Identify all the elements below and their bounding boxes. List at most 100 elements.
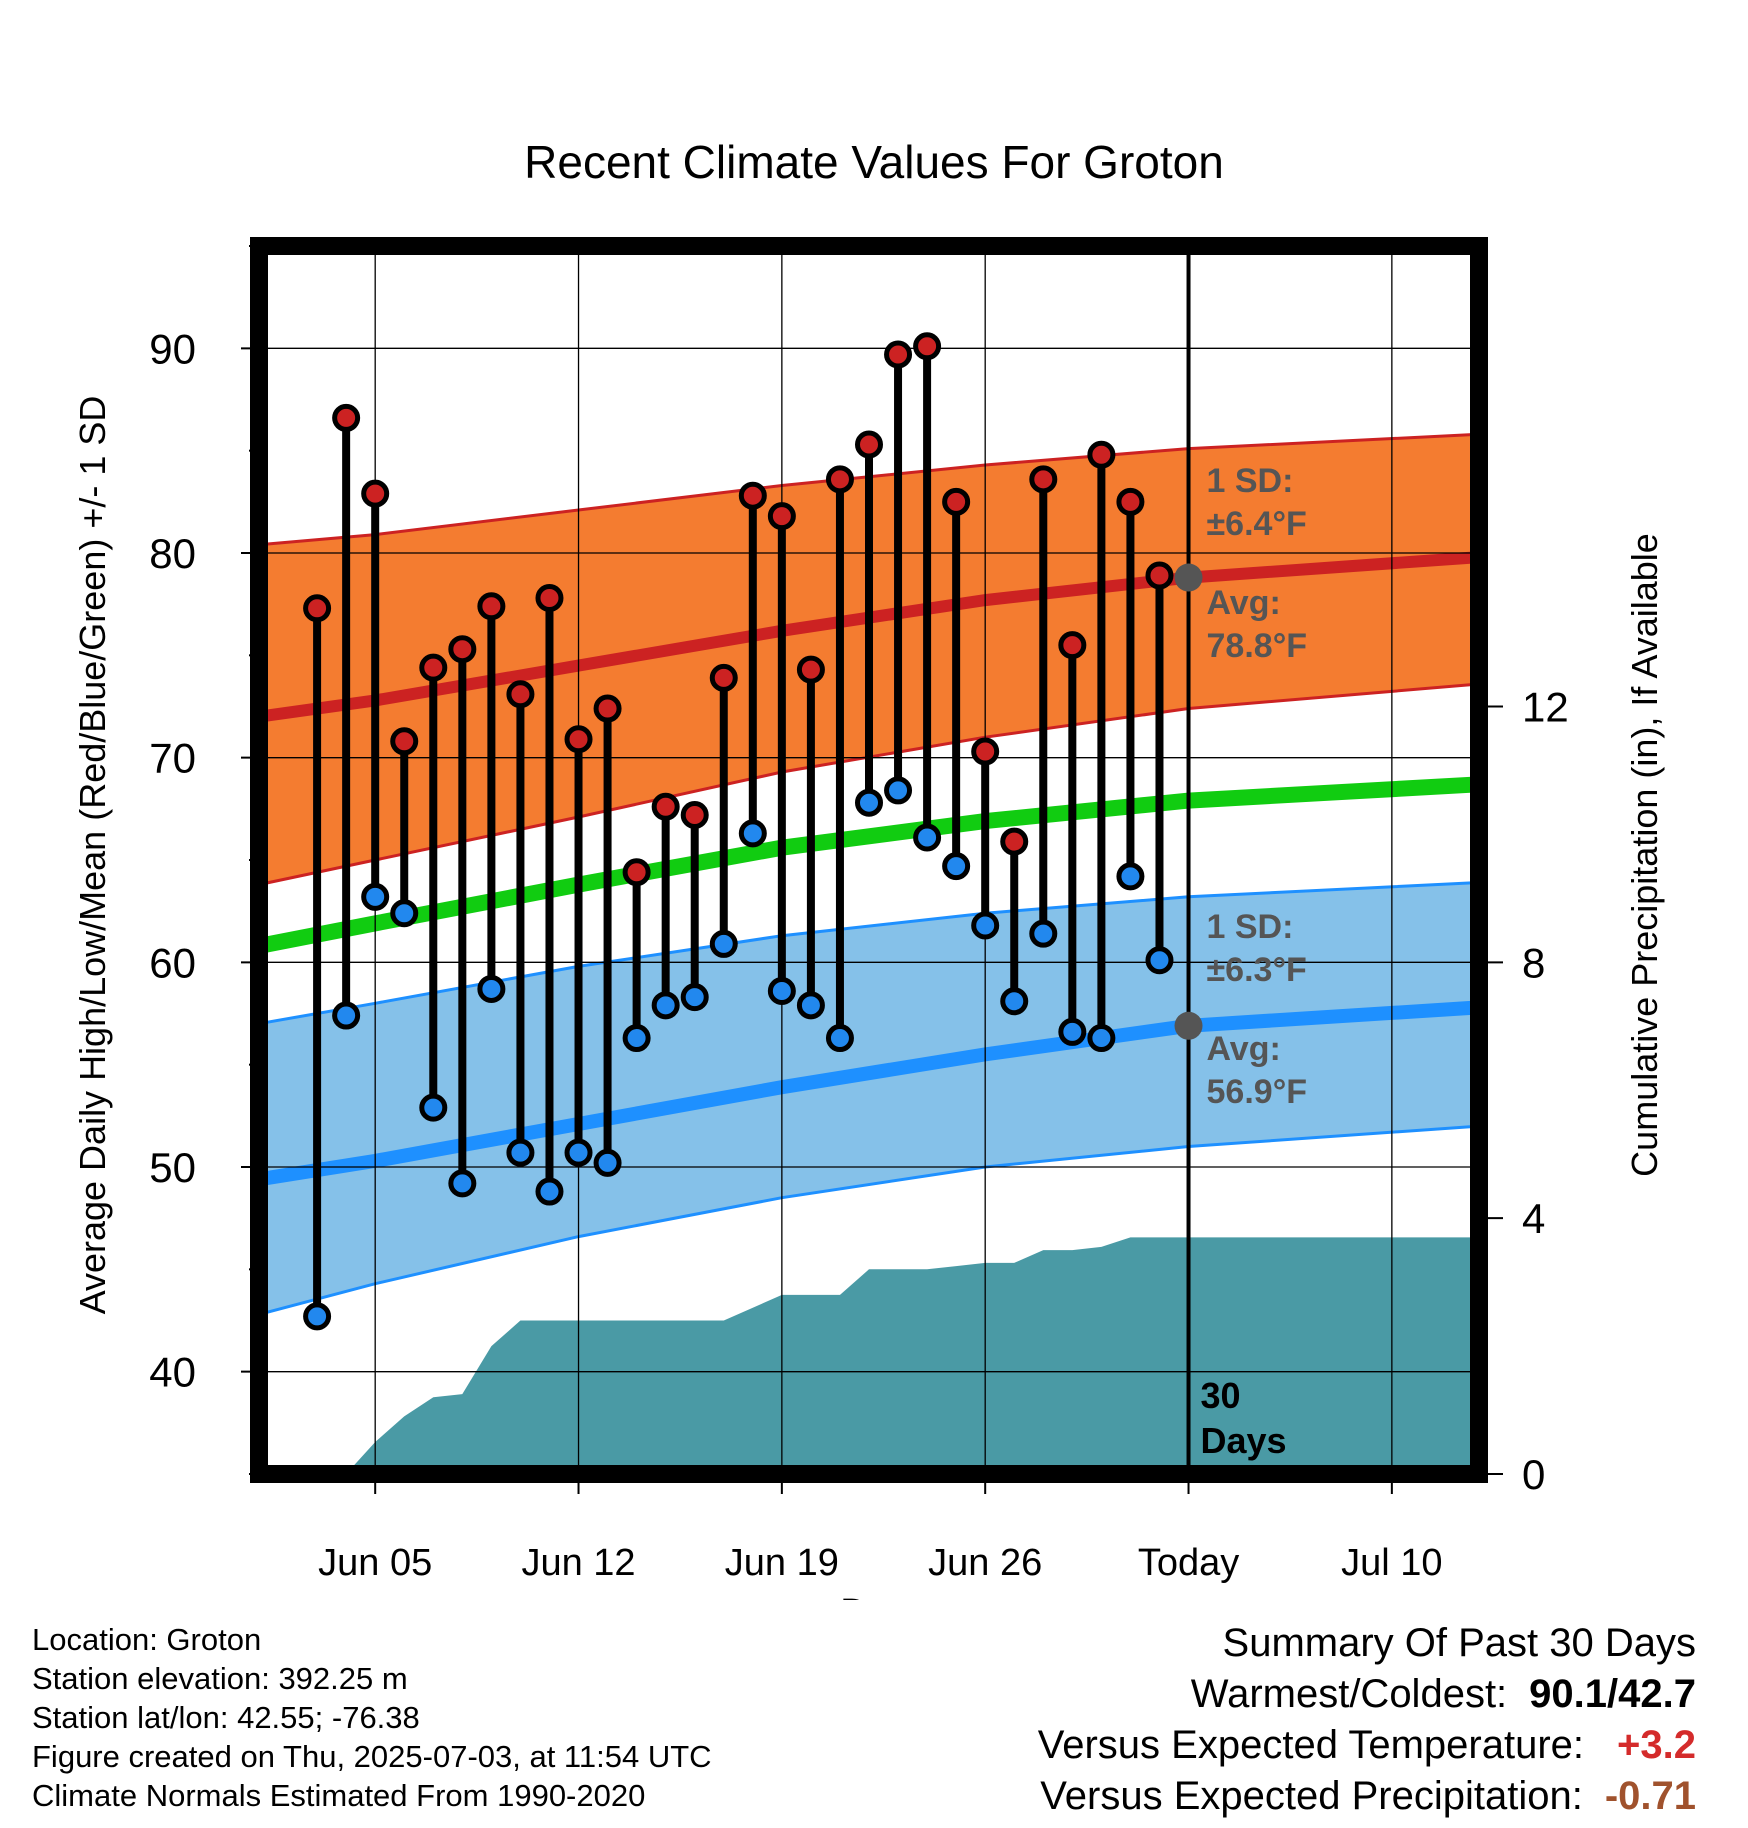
y-tick-label: 90	[149, 325, 196, 372]
high-point	[680, 800, 709, 829]
high-sd-label: 1 SD:	[1207, 462, 1294, 500]
low-point	[622, 1024, 651, 1053]
high-point	[1087, 440, 1116, 469]
low-point	[709, 929, 738, 958]
low-point	[855, 788, 883, 817]
plot-area: 30 Days 1 SD: ±6.4°F Avg: 78.8°F 1 SD: ±6.3°F Av…	[149, 237, 1569, 1584]
high-avg-marker	[1174, 563, 1203, 592]
high-point	[1058, 631, 1087, 660]
y2-axis-label: Cumulative Precipitation (in), If Availa…	[1624, 533, 1665, 1177]
low-point	[942, 852, 971, 881]
x-tick-label: Jun 12	[521, 1542, 635, 1584]
high-avg-label: Avg:	[1207, 584, 1281, 622]
y-axis-label: Average Daily High/Low/Mean (Red/Blue/Gr…	[72, 396, 113, 1315]
high-point	[535, 584, 564, 613]
low-point	[361, 882, 390, 911]
high-point	[506, 680, 535, 709]
low-avg-marker	[1174, 1011, 1203, 1040]
low-point	[1029, 919, 1058, 948]
low-point	[1000, 987, 1029, 1016]
low-point	[796, 991, 825, 1020]
low-point	[767, 976, 796, 1005]
summary-panel: Summary Of Past 30 Days Warmest/Coldest:…	[1038, 1618, 1696, 1822]
precip-vs-expected-value: -0.71	[1604, 1774, 1696, 1818]
y-tick-label: 70	[149, 735, 196, 782]
high-point	[884, 340, 913, 369]
low-point	[477, 974, 506, 1003]
high-point	[971, 737, 1000, 766]
low-point	[535, 1177, 564, 1206]
high-point	[332, 403, 361, 432]
high-point	[477, 592, 506, 621]
low-point	[1087, 1024, 1116, 1053]
low-point	[1058, 1017, 1087, 1046]
today-label: 30 Days	[1201, 1375, 1287, 1461]
location-text: Location: Groton	[32, 1622, 262, 1657]
high-point	[1029, 465, 1058, 494]
low-sd-value: ±6.3°F	[1207, 951, 1307, 989]
high-point	[738, 481, 767, 510]
high-avg-value: 78.8°F	[1207, 627, 1308, 665]
temp-vs-expected-row: Versus Expected Temperature: +3.2	[1038, 1720, 1696, 1771]
low-sd-label: 1 SD:	[1207, 908, 1294, 946]
precip-vs-expected-label: Versus Expected Precipitation:	[1040, 1774, 1583, 1818]
precip-vs-expected-row: Versus Expected Precipitation: -0.71	[1038, 1771, 1696, 1822]
y2-tick-label: 12	[1522, 684, 1569, 731]
temp-vs-expected-label: Versus Expected Temperature:	[1037, 1723, 1584, 1767]
high-point	[825, 465, 854, 494]
low-avg-value: 56.9°F	[1207, 1073, 1308, 1111]
high-point	[767, 502, 796, 531]
low-point	[913, 823, 942, 852]
x-tick-label: Jun 05	[318, 1542, 432, 1584]
high-point	[942, 487, 971, 516]
high-point	[564, 725, 593, 754]
high-point	[855, 430, 883, 459]
high-point	[651, 792, 680, 821]
low-avg-label: Avg:	[1207, 1030, 1281, 1068]
low-point	[1145, 946, 1174, 975]
summary-title: Summary Of Past 30 Days	[1222, 1621, 1696, 1665]
x-tick-label: Jun 26	[928, 1542, 1042, 1584]
high-point	[303, 594, 332, 623]
high-point	[622, 858, 651, 887]
warmest-coldest-label: Warmest/Coldest:	[1190, 1672, 1508, 1716]
low-point	[332, 1001, 361, 1030]
low-point	[303, 1302, 332, 1331]
warmest-coldest-row: Warmest/Coldest: 90.1/42.7	[1038, 1669, 1696, 1720]
low-point	[593, 1148, 622, 1177]
y2-tick-label: 4	[1522, 1195, 1545, 1242]
low-point	[884, 776, 913, 805]
low-point	[419, 1093, 448, 1122]
low-point	[651, 991, 680, 1020]
latlon-text: Station lat/lon: 42.55; -76.38	[32, 1700, 420, 1735]
high-point	[913, 332, 942, 361]
x-tick-label: Today	[1138, 1542, 1239, 1584]
high-sd-value: ±6.4°F	[1207, 505, 1307, 543]
low-point	[448, 1169, 477, 1198]
high-point	[1000, 827, 1029, 856]
high-point	[593, 694, 622, 723]
x-tick-label: Jun 19	[725, 1542, 839, 1584]
high-point	[709, 663, 738, 692]
low-point	[506, 1138, 535, 1167]
high-point	[1145, 561, 1174, 590]
high-point	[361, 479, 390, 508]
y-tick-label: 60	[149, 939, 196, 986]
x-axis-label: Day	[840, 1592, 908, 1600]
chart-title: Recent Climate Values For Groton	[524, 136, 1224, 188]
elevation-text: Station elevation: 392.25 m	[32, 1661, 408, 1696]
low-point	[738, 819, 767, 848]
high-point	[1116, 487, 1145, 516]
y-tick-label: 80	[149, 530, 196, 577]
warmest-coldest-value: 90.1/42.7	[1529, 1672, 1696, 1716]
low-point	[390, 899, 419, 928]
normals-text: Climate Normals Estimated From 1990-2020	[32, 1778, 646, 1813]
low-point	[825, 1024, 854, 1053]
y2-tick-label: 8	[1522, 939, 1545, 986]
y2-tick-label: 0	[1522, 1451, 1545, 1498]
low-point	[680, 983, 709, 1012]
high-point	[448, 635, 477, 664]
high-point	[796, 655, 825, 684]
created-text: Figure created on Thu, 2025-07-03, at 11…	[32, 1739, 712, 1774]
y-tick-label: 40	[149, 1349, 196, 1396]
